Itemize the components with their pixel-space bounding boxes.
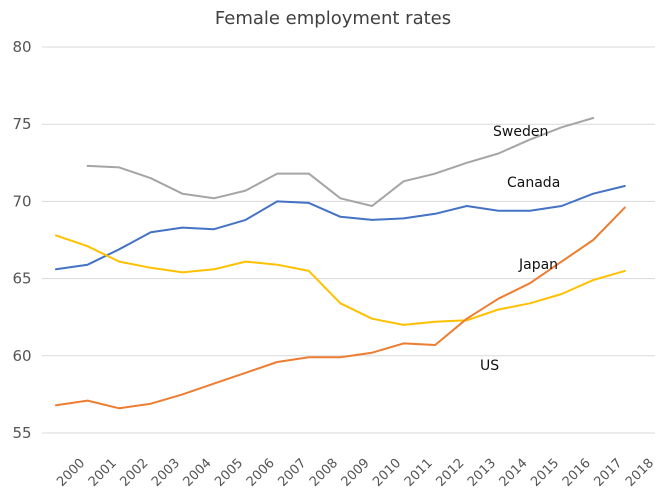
x-tick-label: 2001 xyxy=(86,456,120,490)
x-tick-label: 2016 xyxy=(560,456,594,490)
y-tick-label: 55 xyxy=(12,424,31,442)
series-line-japan xyxy=(55,234,626,326)
chart-title: Female employment rates xyxy=(215,8,451,29)
x-tick-label: 2000 xyxy=(54,456,88,490)
series-label-sweden: Sweden xyxy=(493,124,548,140)
x-tick-label: 2018 xyxy=(623,456,657,490)
y-tick-label: 65 xyxy=(12,270,31,288)
x-tick-label: 2011 xyxy=(402,456,436,490)
x-tick-label: 2013 xyxy=(465,456,499,490)
x-axis-ticks: 2000200120022003200420052006200720082009… xyxy=(54,456,657,490)
x-tick-label: 2015 xyxy=(528,456,562,490)
series-label-canada: Canada xyxy=(507,175,560,191)
x-tick-label: 2002 xyxy=(117,456,151,490)
x-tick-label: 2004 xyxy=(181,456,215,490)
series-line-sweden xyxy=(86,117,595,207)
gridlines xyxy=(42,46,655,434)
x-tick-label: 2008 xyxy=(307,456,341,490)
x-tick-label: 2014 xyxy=(497,456,531,490)
y-tick-label: 70 xyxy=(12,192,31,210)
y-tick-label: 80 xyxy=(12,38,31,56)
x-tick-label: 2010 xyxy=(370,456,404,490)
x-tick-label: 2006 xyxy=(244,456,278,490)
x-tick-label: 2003 xyxy=(149,456,183,490)
series-lines xyxy=(55,117,626,410)
x-tick-label: 2012 xyxy=(433,456,467,490)
series-line-canada xyxy=(55,185,626,271)
x-tick-label: 2017 xyxy=(591,456,625,490)
x-tick-label: 2009 xyxy=(339,456,373,490)
y-tick-label: 75 xyxy=(12,115,31,133)
series-label-japan: Japan xyxy=(518,257,558,273)
series-labels: Sweden Canada Japan US xyxy=(480,124,560,374)
series-line-us xyxy=(55,206,626,410)
y-axis-ticks: 55 60 65 70 75 80 xyxy=(12,38,31,442)
x-tick-label: 2007 xyxy=(275,456,309,490)
series-label-us: US xyxy=(480,358,499,374)
y-tick-label: 60 xyxy=(12,347,31,365)
x-tick-label: 2005 xyxy=(212,456,246,490)
